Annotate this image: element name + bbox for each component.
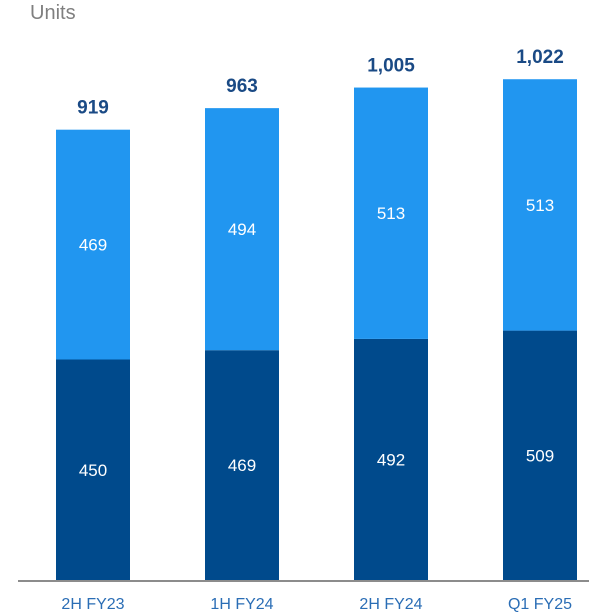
- total-value-label: 963: [226, 76, 258, 97]
- total-value-label: 919: [77, 98, 109, 119]
- bar-segment-bottom: [205, 350, 279, 580]
- bar-segment-top: [56, 129, 130, 360]
- segment-value-label: 513: [377, 204, 405, 223]
- bar-segment-bottom: [354, 338, 428, 580]
- x-tick-label: 2H FY23: [61, 596, 124, 613]
- total-value-label: 1,005: [367, 56, 415, 77]
- segment-value-label: 469: [228, 456, 256, 475]
- segment-value-label: 494: [228, 220, 256, 239]
- bar-segment-bottom: [503, 330, 577, 580]
- segment-value-label: 469: [79, 236, 107, 255]
- segment-value-label: 509: [526, 446, 554, 465]
- segment-value-label: 513: [526, 196, 554, 215]
- segment-value-label: 492: [377, 450, 405, 469]
- bar-segment-top: [503, 79, 577, 331]
- unit-label: Units: [30, 2, 76, 24]
- total-value-label: 1,022: [516, 47, 564, 68]
- bar-segment-top: [205, 108, 279, 351]
- x-tick-label: 2H FY24: [359, 596, 422, 613]
- bar-segment-bottom: [56, 359, 130, 580]
- bar-segment-top: [354, 87, 428, 339]
- segment-value-label: 450: [79, 461, 107, 480]
- x-tick-label: Q1 FY25: [508, 596, 572, 613]
- x-tick-label: 1H FY24: [210, 596, 273, 613]
